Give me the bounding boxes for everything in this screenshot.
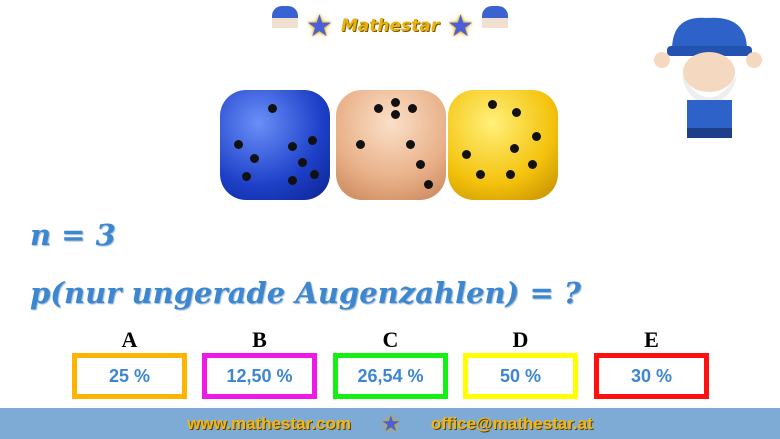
peach-die-image	[336, 90, 446, 200]
yellow-die-image	[448, 90, 558, 200]
blue-die-image	[220, 90, 330, 200]
website-link[interactable]: www.mathestar.com	[187, 413, 351, 433]
star-icon: ★	[305, 9, 333, 43]
wizard-icon	[482, 6, 509, 46]
option-a-button[interactable]: 25 %	[72, 353, 187, 399]
option-a-letter: A	[121, 327, 138, 352]
wizard-icon	[271, 6, 298, 46]
footer-bar: www.mathestar.com ★ office@mathestar.at	[0, 408, 780, 439]
option-b-letter: B	[252, 327, 267, 352]
star-icon: ★	[447, 9, 475, 43]
option-c-button[interactable]: 26,54 %	[333, 353, 448, 399]
option-d-letter: D	[512, 327, 529, 352]
email-link[interactable]: office@mathestar.at	[430, 413, 593, 433]
sample-size-text: n = 3	[30, 218, 116, 252]
option-e-letter: E	[644, 327, 659, 352]
option-e-button[interactable]: 30 %	[594, 353, 709, 399]
logo-text: Mathestar	[340, 16, 440, 36]
option-d-button[interactable]: 50 %	[463, 353, 578, 399]
option-c-letter: C	[382, 327, 399, 352]
option-b-button[interactable]: 12,50 %	[202, 353, 317, 399]
star-icon: ★	[380, 410, 401, 436]
wizard-mascot-image	[654, 17, 762, 138]
question-text: p(nur ungerade Augenzahlen) = ?	[30, 276, 581, 310]
header-logo: ★ Mathestar ★	[250, 4, 530, 48]
